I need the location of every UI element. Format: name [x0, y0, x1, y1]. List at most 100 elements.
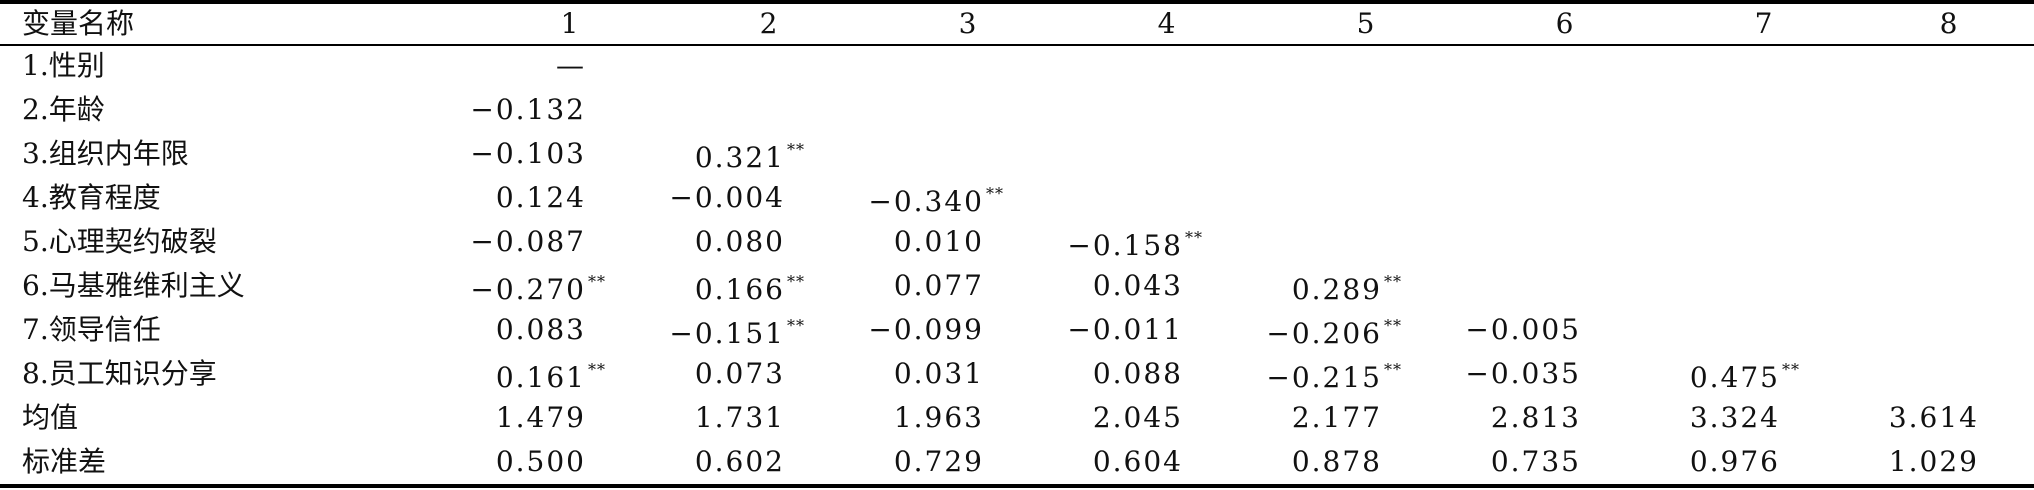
cell-value: 0.735	[1490, 445, 1581, 478]
top-rule	[0, 0, 2034, 4]
table-cell: 0.124	[470, 176, 669, 220]
table-cell: 0.077	[868, 264, 1067, 308]
significance-marker: **	[787, 140, 805, 159]
cell-value: 1.479	[495, 401, 586, 434]
cell-content: −0.206 **	[1266, 312, 1465, 348]
cell-value: 0.080	[694, 225, 785, 258]
cell-content: 0.088	[1067, 360, 1266, 388]
row-label: 均值	[22, 401, 79, 434]
cell-content: −0.151 **	[669, 312, 868, 348]
table-cell: −0.004	[669, 176, 868, 220]
cell-value: —	[556, 49, 586, 82]
cell-value: 0.321	[694, 141, 785, 174]
table-cell	[1465, 132, 1664, 176]
table-cell	[1664, 132, 1863, 176]
header-cell-variable-name: 变量名称	[22, 7, 135, 40]
table-cell: 0.475 **	[1664, 352, 1863, 396]
table-cell	[669, 44, 868, 88]
table-cell: −0.215 **	[1266, 352, 1465, 396]
table-cell	[1465, 176, 1664, 220]
table-cell	[1664, 264, 1863, 308]
table-cell: −0.035	[1465, 352, 1664, 396]
row-label: 3.组织内年限	[22, 137, 189, 170]
significance-marker: **	[1782, 360, 1800, 379]
row-label: 1.性别	[22, 49, 105, 82]
cell-content: −0.087	[470, 228, 669, 256]
table-cell: 1.731	[669, 396, 868, 440]
table-row: 2.年龄 −0.132	[0, 88, 2034, 132]
cell-value: −0.099	[868, 313, 984, 346]
table-cell	[1664, 220, 1863, 264]
table-cell	[1465, 220, 1664, 264]
cell-value: −0.087	[470, 225, 586, 258]
cell-value: −0.340	[868, 185, 984, 218]
table-cell: 0.602	[669, 440, 868, 484]
header-cell-3: 3	[958, 7, 977, 40]
cell-value: 0.088	[1092, 357, 1183, 390]
cell-content: 2.177	[1266, 404, 1465, 432]
table-cell: −0.158 **	[1067, 220, 1266, 264]
table-cell: —	[470, 44, 669, 88]
table-cell: −0.132	[470, 88, 669, 132]
cell-value: −0.151	[669, 317, 785, 350]
table-cell	[1863, 308, 2034, 352]
cell-content: −0.132	[470, 96, 669, 124]
table-cell: 0.604	[1067, 440, 1266, 484]
table-cell: 3.324	[1664, 396, 1863, 440]
table-row: 3.组织内年限 −0.103 0.321 **	[0, 132, 2034, 176]
cell-content: −0.099	[868, 316, 1067, 344]
cell-value: 2.045	[1092, 401, 1183, 434]
cell-content: 0.124	[470, 184, 669, 212]
significance-marker: **	[1384, 272, 1402, 291]
cell-content: 0.976	[1664, 448, 1863, 476]
table-cell	[1266, 176, 1465, 220]
cell-value: 0.976	[1689, 445, 1780, 478]
cell-value: −0.215	[1266, 361, 1382, 394]
cell-content: −0.035	[1465, 360, 1664, 388]
table-cell: 0.073	[669, 352, 868, 396]
cell-value: −0.103	[470, 137, 586, 170]
cell-value: −0.004	[669, 181, 785, 214]
table-cell	[1664, 176, 1863, 220]
cell-content: −0.103	[470, 140, 669, 168]
cell-content: −0.004	[669, 184, 868, 212]
table-cell	[1863, 88, 2034, 132]
table-cell: 0.161 **	[470, 352, 669, 396]
cell-value: 0.043	[1092, 269, 1183, 302]
cell-content: 0.077	[868, 272, 1067, 300]
row-label: 7.领导信任	[22, 313, 161, 346]
cell-value: 0.031	[893, 357, 984, 390]
table-cell: 0.289 **	[1266, 264, 1465, 308]
cell-content: 0.083	[470, 316, 669, 344]
table-cell	[1863, 44, 2034, 88]
cell-value: 0.602	[694, 445, 785, 478]
table-cell	[1067, 44, 1266, 88]
cell-value: −0.270	[470, 273, 586, 306]
cell-value: 3.324	[1689, 401, 1780, 434]
cell-content: 1.479	[470, 404, 669, 432]
table-body: 1.性别 —2.年龄 −0.132 3.组织内年限 −0.103 0.321 ** 4.教育程…	[0, 44, 2034, 484]
table-cell: 1.963	[868, 396, 1067, 440]
cell-value: 0.475	[1689, 361, 1780, 394]
row-label: 6.马基雅维利主义	[22, 269, 245, 302]
table-cell	[1863, 264, 2034, 308]
table-row: 7.领导信任 0.083 −0.151 ** −0.099 −0.011 −0.206 ** −…	[0, 308, 2034, 352]
significance-marker: **	[1384, 316, 1402, 335]
table-cell: −0.099	[868, 308, 1067, 352]
cell-content: 1.963	[868, 404, 1067, 432]
row-label: 标准差	[22, 445, 107, 478]
cell-content: 0.080	[669, 228, 868, 256]
table-cell: 0.166 **	[669, 264, 868, 308]
cell-content: 3.324	[1664, 404, 1863, 432]
header-cell-8: 8	[1939, 7, 1958, 40]
cell-content: −0.005	[1465, 316, 1664, 344]
table-cell: 0.088	[1067, 352, 1266, 396]
table-cell	[868, 88, 1067, 132]
header-cell-5: 5	[1356, 7, 1375, 40]
cell-value: 3.614	[1888, 401, 1979, 434]
cell-content: 1.731	[669, 404, 868, 432]
table-cell: 1.479	[470, 396, 669, 440]
cell-content: −0.215 **	[1266, 356, 1465, 392]
significance-marker: **	[1185, 228, 1203, 247]
table-cell: −0.151 **	[669, 308, 868, 352]
